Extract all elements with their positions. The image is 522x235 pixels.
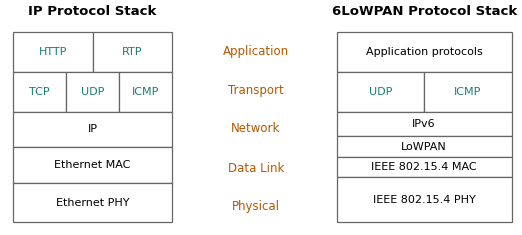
Text: LoWPAN: LoWPAN bbox=[401, 142, 447, 152]
Bar bbox=[13, 72, 66, 112]
Text: IP: IP bbox=[88, 124, 98, 134]
Text: IPv6: IPv6 bbox=[412, 119, 436, 129]
Text: Application protocols: Application protocols bbox=[366, 47, 482, 57]
Text: Application: Application bbox=[223, 45, 289, 58]
Bar bbox=[424, 72, 512, 112]
Text: UDP: UDP bbox=[369, 87, 392, 97]
Bar bbox=[66, 72, 119, 112]
Text: RTP: RTP bbox=[122, 47, 143, 57]
Bar bbox=[93, 32, 172, 72]
Bar bbox=[337, 112, 512, 136]
Bar bbox=[13, 32, 93, 72]
Text: ICMP: ICMP bbox=[454, 87, 481, 97]
Text: 6LoWPAN Protocol Stack: 6LoWPAN Protocol Stack bbox=[331, 5, 517, 18]
Bar bbox=[13, 183, 172, 222]
Bar bbox=[337, 157, 512, 177]
Bar bbox=[337, 32, 512, 72]
Text: Ethernet PHY: Ethernet PHY bbox=[56, 198, 129, 208]
Bar bbox=[13, 112, 172, 147]
Text: Transport: Transport bbox=[228, 84, 283, 97]
Bar bbox=[13, 147, 172, 183]
Text: Network: Network bbox=[231, 121, 280, 135]
Text: Physical: Physical bbox=[232, 200, 280, 213]
Text: Data Link: Data Link bbox=[228, 161, 284, 175]
Text: TCP: TCP bbox=[29, 87, 50, 97]
Text: IEEE 802.15.4 MAC: IEEE 802.15.4 MAC bbox=[371, 162, 477, 172]
Text: UDP: UDP bbox=[81, 87, 104, 97]
Bar bbox=[337, 136, 512, 157]
Bar bbox=[337, 177, 512, 222]
Text: IEEE 802.15.4 PHY: IEEE 802.15.4 PHY bbox=[373, 195, 476, 205]
Text: ICMP: ICMP bbox=[132, 87, 159, 97]
Bar bbox=[119, 72, 172, 112]
Text: Ethernet MAC: Ethernet MAC bbox=[54, 160, 131, 170]
Bar bbox=[337, 72, 424, 112]
Text: IP Protocol Stack: IP Protocol Stack bbox=[29, 5, 157, 18]
Text: HTTP: HTTP bbox=[39, 47, 67, 57]
